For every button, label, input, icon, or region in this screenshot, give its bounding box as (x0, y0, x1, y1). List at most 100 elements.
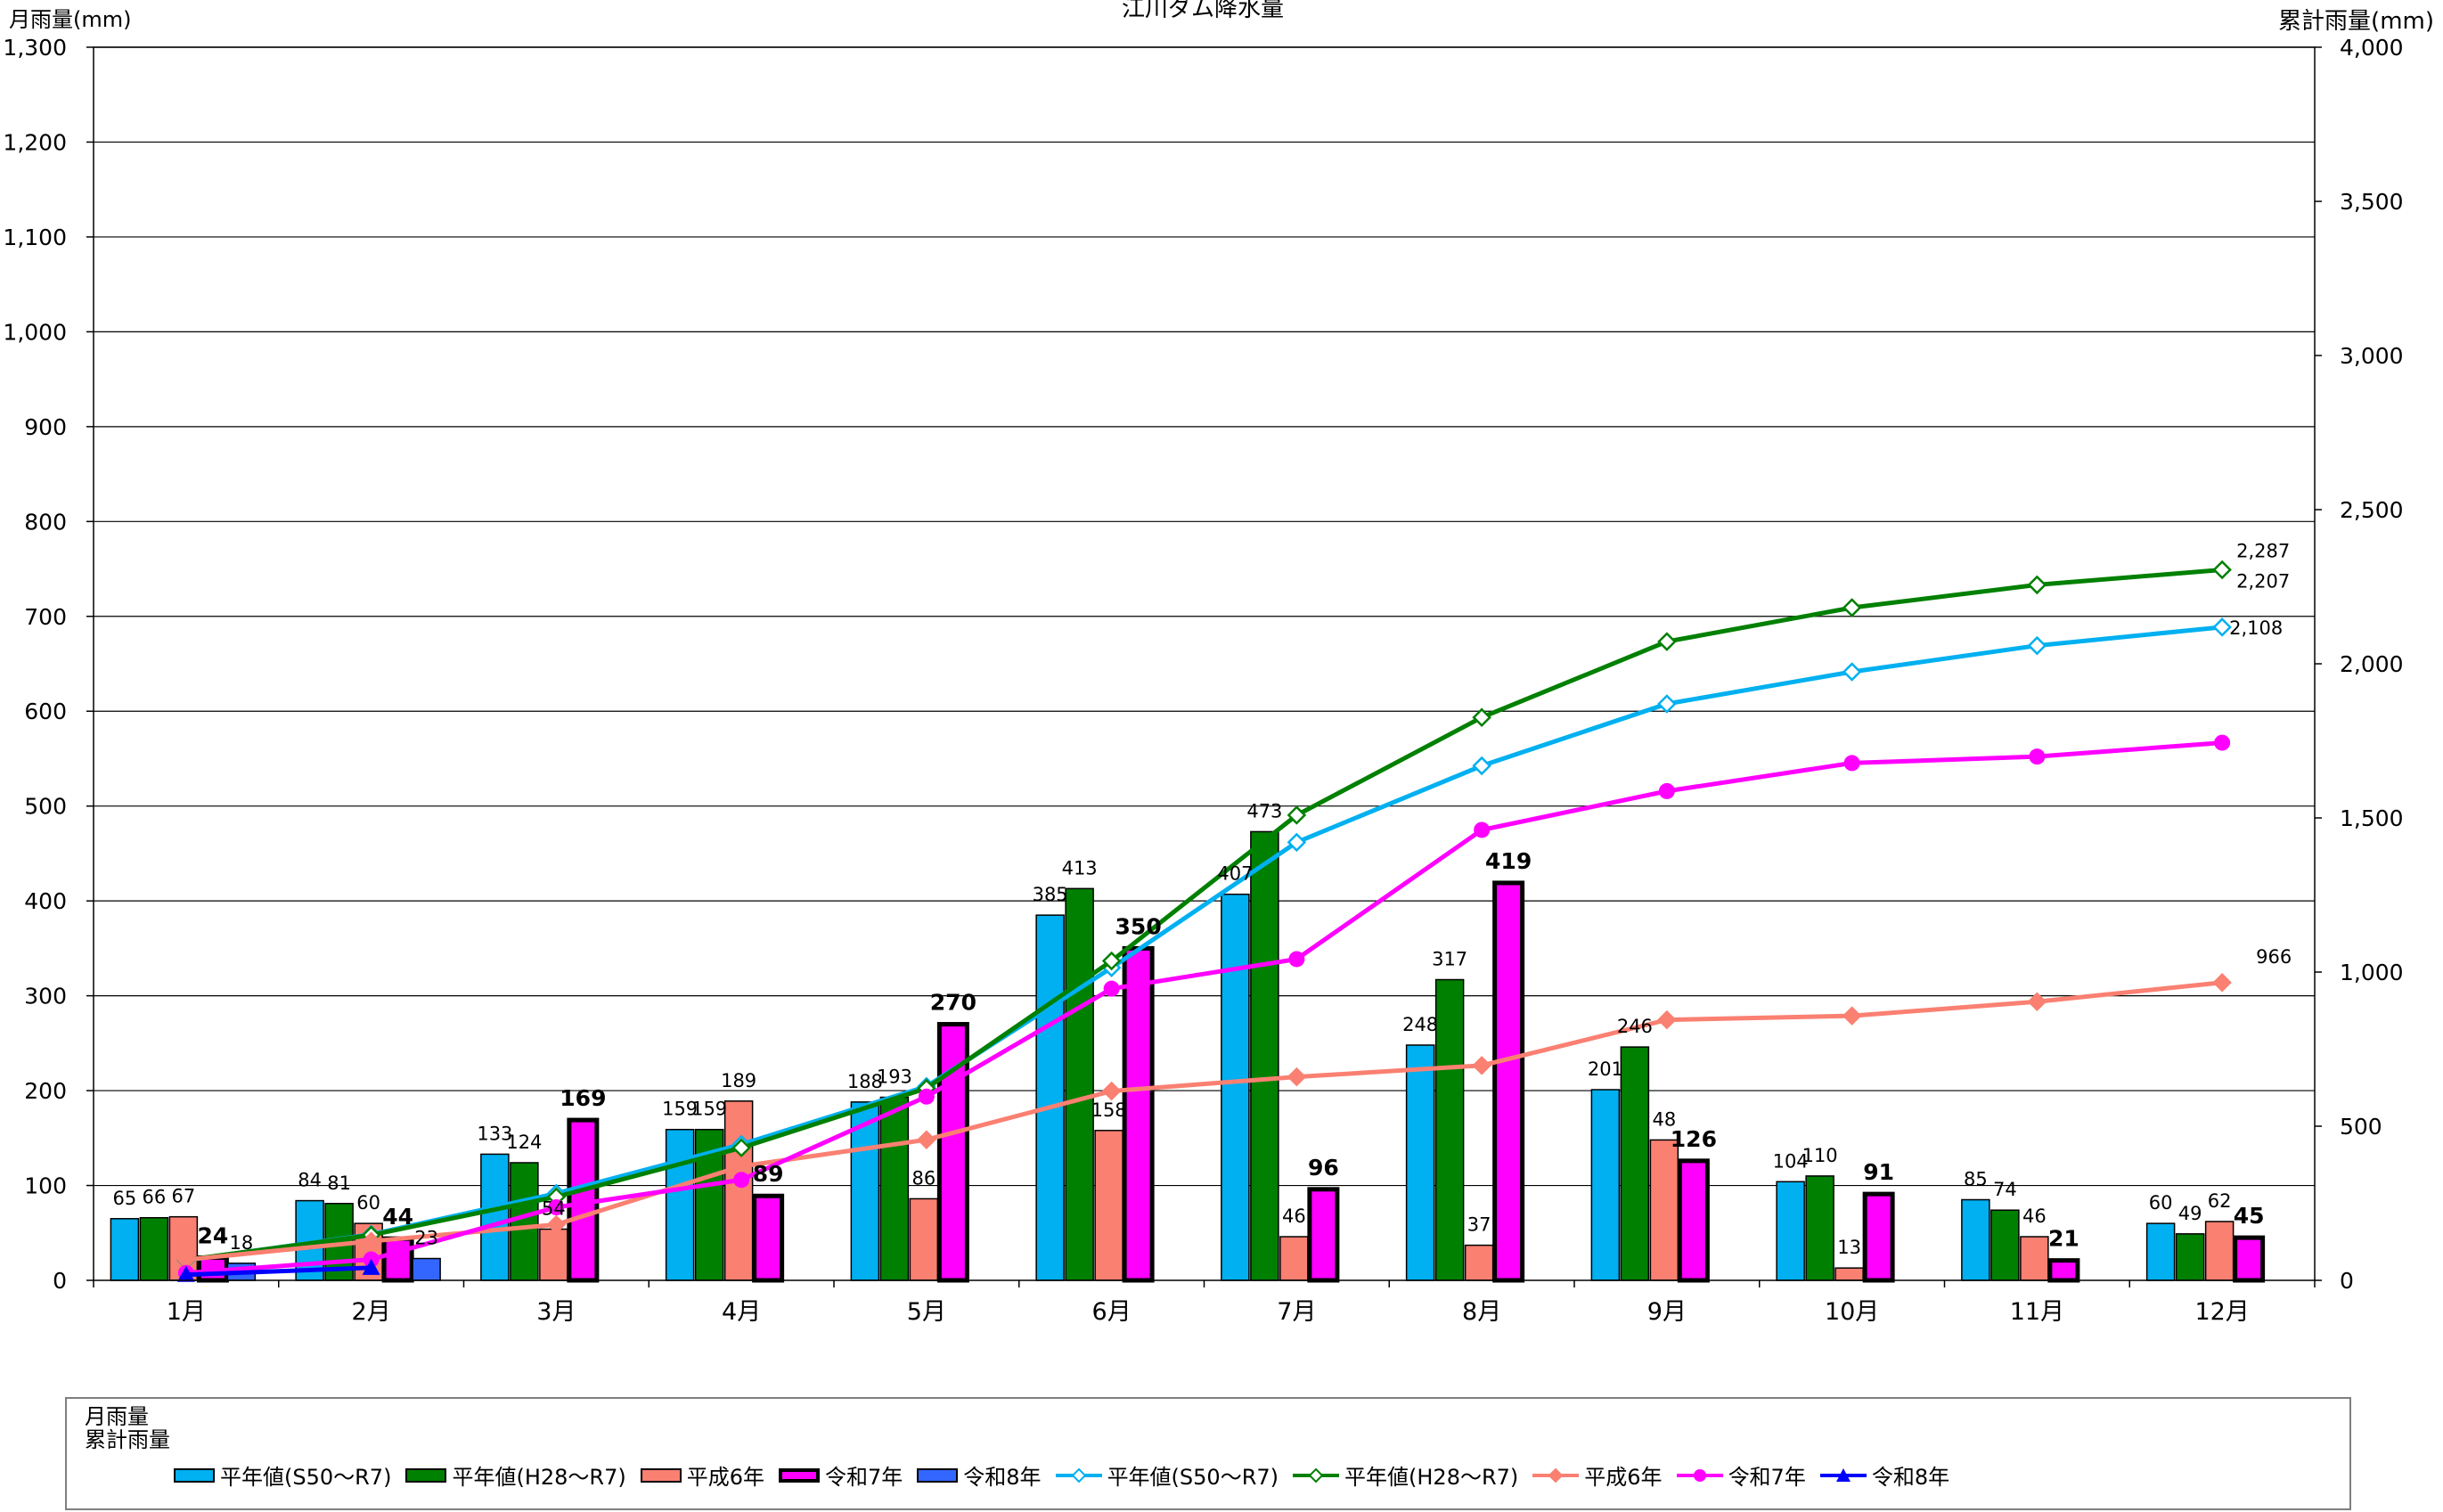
bar (1065, 887, 1094, 1281)
left-tick-label: 800 (24, 509, 67, 535)
bar (1834, 1267, 1864, 1281)
left-tick-label: 300 (24, 984, 67, 1009)
bar-value-label: 18 (230, 1232, 254, 1254)
circle-marker (918, 1088, 935, 1105)
bar (381, 1236, 414, 1283)
circle-marker (548, 1198, 565, 1215)
bar (2020, 1236, 2049, 1281)
bar-value-label: 473 (1246, 800, 1282, 821)
diamond-marker (1472, 1056, 1491, 1075)
circle-marker (1843, 755, 1860, 772)
diamond-marker (1657, 1009, 1677, 1030)
bar (1492, 880, 1525, 1283)
diamond-marker (2027, 992, 2047, 1011)
diamond-marker (731, 1138, 751, 1157)
line-end-label: 966 (2256, 946, 2292, 968)
diamond-marker (546, 1214, 567, 1235)
bar (1620, 1046, 1650, 1281)
bar-value-label: 67 (172, 1186, 196, 1207)
bar (539, 1228, 568, 1281)
bar-value-label: 159 (662, 1099, 698, 1120)
legend-item: 令和8年 (917, 1459, 1042, 1491)
series-line (185, 567, 2223, 1263)
bar (2204, 1221, 2235, 1281)
left-axis-label: 月雨量(mm) (9, 7, 131, 32)
bar (480, 1153, 510, 1281)
triangle-marker (362, 1258, 380, 1275)
series-line (185, 625, 2223, 1263)
bar-value-label: 85 (1964, 1169, 1988, 1190)
bar-value-label: 62 (2208, 1190, 2232, 1212)
bar-value-label: 60 (356, 1192, 380, 1214)
legend-items: 平年値(S50～R7) 平年値(H28～R7) 平成6年 令和7年 令和8年 平年値(S5… (174, 1459, 1964, 1491)
bar (412, 1257, 441, 1281)
legend-heading-monthly: 月雨量 (85, 1404, 149, 1429)
x-tick-label: 5月 (907, 1298, 946, 1326)
legend-heading-cumulative: 累計雨量 (85, 1427, 170, 1452)
bar-value-label: 60 (2149, 1192, 2173, 1214)
legend-item: 平成6年 (640, 1459, 764, 1491)
bar (2233, 1235, 2266, 1283)
legend-swatch-line (1293, 1467, 1340, 1483)
x-tick-label: 3月 (536, 1298, 576, 1326)
bar-value-label: 46 (2022, 1206, 2047, 1227)
left-tick-label: 1,300 (3, 35, 67, 61)
left-tick-label: 0 (53, 1268, 67, 1294)
legend-item: 令和8年 (1819, 1459, 1949, 1491)
bar-value-label: 246 (1617, 1016, 1653, 1037)
bar (1590, 1089, 1621, 1281)
right-tick-label: 500 (2340, 1114, 2382, 1140)
diamond-marker (1472, 756, 1491, 776)
diamond-marker (2212, 560, 2232, 580)
series-line (185, 1265, 372, 1278)
diamond-marker (1101, 1081, 1122, 1101)
diamond-marker (1287, 832, 1307, 853)
bar (909, 1197, 939, 1281)
chart-title: 江川ダム降水量 (1122, 0, 1284, 22)
diamond-marker (917, 1130, 936, 1149)
bar (1250, 830, 1279, 1281)
bar-value-label: 24 (197, 1222, 228, 1248)
legend-label: 令和7年 (825, 1465, 903, 1490)
bar (2145, 1222, 2176, 1281)
bar (510, 1162, 539, 1281)
right-tick-label: 0 (2340, 1268, 2354, 1294)
gridlines (94, 46, 2315, 1187)
bar (139, 1216, 169, 1281)
bar-value-label: 91 (1863, 1159, 1894, 1185)
bar-value-label: 74 (1993, 1179, 2017, 1200)
legend-label: 平年値(H28～R7) (1344, 1465, 1519, 1490)
x-tick-label: 11月 (2010, 1298, 2064, 1326)
circle-marker (2214, 734, 2231, 751)
legend-item: 令和7年 (1676, 1459, 1806, 1491)
x-tick-label: 6月 (1092, 1298, 1132, 1326)
bar (1776, 1181, 1805, 1281)
bar-value-label: 133 (477, 1123, 512, 1144)
left-tick-label: 400 (24, 888, 67, 914)
legend-item: 平年値(H28～R7) (405, 1459, 626, 1491)
bar-value-label: 49 (2178, 1203, 2202, 1224)
diamond-marker (2027, 635, 2047, 656)
diamond-marker (1842, 598, 1862, 617)
bar (665, 1128, 695, 1281)
bar (879, 1096, 910, 1281)
bar-value-label: 126 (1671, 1126, 1717, 1152)
diamond-marker (2027, 575, 2047, 595)
legend-label: 平年値(H28～R7) (452, 1465, 626, 1490)
bar (1035, 914, 1065, 1281)
legend-swatch-bar (917, 1467, 959, 1483)
diamond-marker (1842, 662, 1862, 682)
x-tick-label: 7月 (1277, 1298, 1316, 1326)
left-tick-label: 1,200 (3, 129, 67, 155)
legend-label: 令和8年 (963, 1465, 1042, 1490)
left-tick-label: 200 (24, 1078, 67, 1104)
legend-swatch-bar (174, 1467, 215, 1483)
series-line (185, 980, 2223, 1263)
diamond-marker (1842, 1006, 1862, 1026)
plot-frame (93, 46, 2316, 1281)
line-end-label: 2,108 (2229, 617, 2283, 639)
bar (1649, 1139, 1679, 1281)
bar (850, 1101, 880, 1281)
bar-value-label: 54 (542, 1198, 566, 1220)
